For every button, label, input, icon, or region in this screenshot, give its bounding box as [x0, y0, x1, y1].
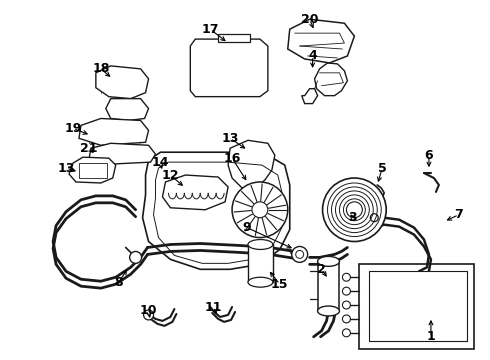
- Circle shape: [232, 182, 288, 238]
- Text: 15: 15: [271, 278, 289, 291]
- Polygon shape: [89, 143, 155, 164]
- Circle shape: [144, 310, 153, 320]
- Bar: [248, 244, 273, 282]
- Circle shape: [343, 329, 350, 337]
- Circle shape: [370, 214, 378, 222]
- Text: 1: 1: [427, 330, 435, 343]
- Text: 9: 9: [243, 221, 251, 234]
- Text: 12: 12: [162, 168, 179, 181]
- Polygon shape: [69, 157, 116, 183]
- Bar: [318, 261, 340, 311]
- Text: 4: 4: [308, 49, 317, 63]
- Circle shape: [343, 315, 350, 323]
- Circle shape: [322, 178, 386, 242]
- Circle shape: [343, 273, 350, 281]
- Bar: [79, 163, 107, 178]
- Text: 20: 20: [301, 13, 318, 26]
- Text: 13: 13: [57, 162, 74, 175]
- Text: 5: 5: [378, 162, 387, 175]
- Text: 16: 16: [223, 152, 241, 165]
- Text: 17: 17: [201, 23, 219, 36]
- Polygon shape: [190, 39, 268, 96]
- Text: 14: 14: [152, 156, 169, 168]
- Circle shape: [343, 287, 350, 295]
- Bar: [359, 264, 474, 349]
- Text: 6: 6: [425, 149, 433, 162]
- Polygon shape: [228, 140, 275, 188]
- Circle shape: [130, 251, 142, 264]
- Text: 2: 2: [317, 263, 326, 276]
- Polygon shape: [163, 175, 228, 210]
- Circle shape: [343, 301, 350, 309]
- Text: 19: 19: [64, 122, 82, 135]
- Text: 10: 10: [140, 305, 157, 318]
- Circle shape: [292, 247, 308, 262]
- Polygon shape: [96, 66, 148, 99]
- Ellipse shape: [318, 306, 340, 316]
- Bar: [218, 34, 250, 42]
- Ellipse shape: [248, 239, 273, 249]
- Text: 3: 3: [348, 211, 357, 224]
- Text: 21: 21: [80, 142, 98, 155]
- Circle shape: [295, 251, 304, 258]
- Text: 11: 11: [204, 301, 222, 314]
- Ellipse shape: [318, 256, 340, 266]
- Text: 13: 13: [221, 132, 239, 145]
- Polygon shape: [79, 118, 148, 145]
- Text: 8: 8: [114, 276, 123, 289]
- Text: 18: 18: [92, 62, 109, 75]
- Text: 7: 7: [454, 208, 463, 221]
- Polygon shape: [106, 99, 148, 121]
- Bar: [369, 271, 467, 341]
- Ellipse shape: [248, 277, 273, 287]
- Circle shape: [252, 202, 268, 218]
- Circle shape: [346, 202, 362, 218]
